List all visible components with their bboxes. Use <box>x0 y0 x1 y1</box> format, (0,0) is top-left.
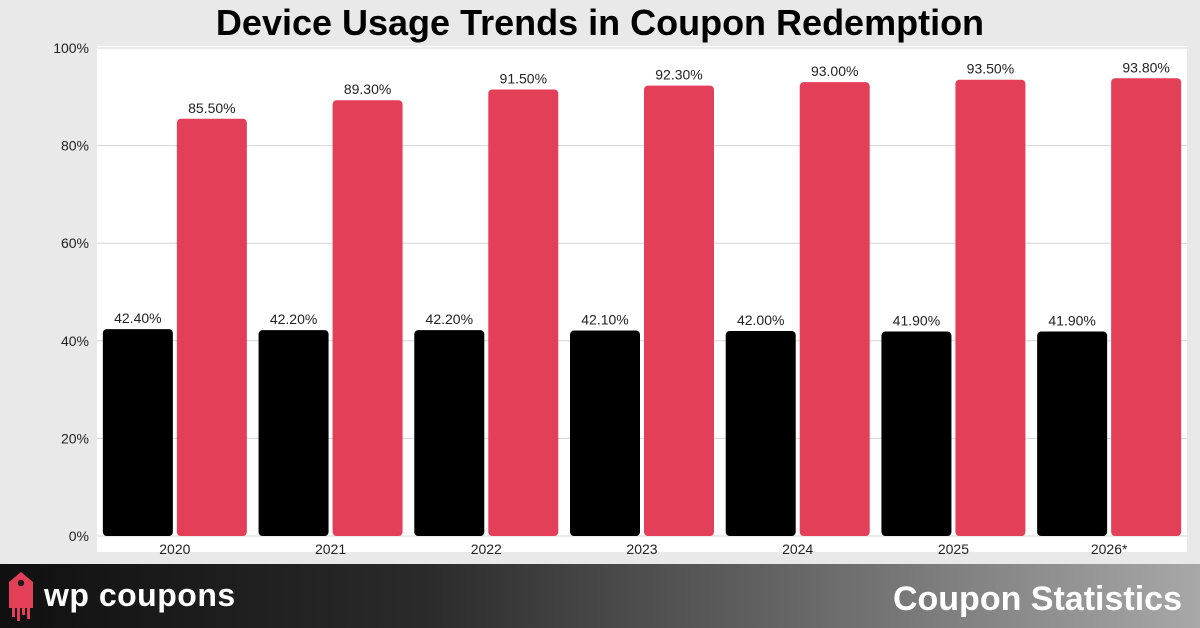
y-tick-label: 100% <box>53 40 89 56</box>
data-label: 41.90% <box>893 313 940 329</box>
x-tick-label: 2026* <box>1091 541 1128 557</box>
bar <box>644 85 714 537</box>
bar <box>799 82 870 536</box>
data-label: 42.00% <box>737 312 784 328</box>
bar <box>955 79 1026 536</box>
y-tick-label: 60% <box>61 235 89 251</box>
bar <box>414 330 485 536</box>
bar <box>881 331 952 536</box>
section-title: Coupon Statistics <box>892 580 1182 618</box>
data-label: 89.30% <box>344 81 391 97</box>
bar <box>1111 78 1182 537</box>
x-tick-label: 2022 <box>471 541 502 557</box>
data-label: 42.10% <box>581 312 628 328</box>
data-label: 42.20% <box>426 311 473 327</box>
bar <box>725 331 796 536</box>
data-label: 41.90% <box>1048 313 1095 329</box>
x-tick-label: 2021 <box>315 541 346 557</box>
y-tick-label: 0% <box>69 528 89 544</box>
data-label: 42.40% <box>114 310 161 326</box>
bar-chart: 0% 20% 40% 60% 80% 100% 42.40% 85.50% 2020 42.20%… <box>53 40 1187 557</box>
x-tick-label: 2024 <box>782 541 813 557</box>
data-label: 93.00% <box>811 63 858 79</box>
bar <box>102 329 173 536</box>
bar <box>1037 331 1108 536</box>
data-label: 93.80% <box>1122 59 1169 75</box>
y-tick-label: 40% <box>61 333 89 349</box>
bar <box>488 89 559 536</box>
bar <box>176 118 247 536</box>
x-tick-label: 2025 <box>938 541 969 557</box>
data-label: 93.50% <box>967 61 1014 77</box>
brand-name: wp coupons <box>44 577 236 613</box>
data-label: 92.30% <box>655 67 702 83</box>
bar <box>332 100 403 536</box>
data-label: 91.50% <box>500 70 547 86</box>
footer-bar: wp coupons Coupon Statistics <box>0 564 1200 628</box>
data-label: 85.50% <box>188 100 235 116</box>
y-tick-label: 20% <box>61 430 89 446</box>
x-tick-label: 2023 <box>626 541 657 557</box>
chart-title: Device Usage Trends in Coupon Redemption <box>215 2 985 43</box>
data-label: 42.20% <box>270 311 317 327</box>
bar <box>258 330 329 536</box>
bar <box>570 330 640 536</box>
price-tag-icon <box>9 572 33 621</box>
x-tick-label: 2020 <box>159 541 190 557</box>
y-tick-label: 80% <box>61 138 89 154</box>
